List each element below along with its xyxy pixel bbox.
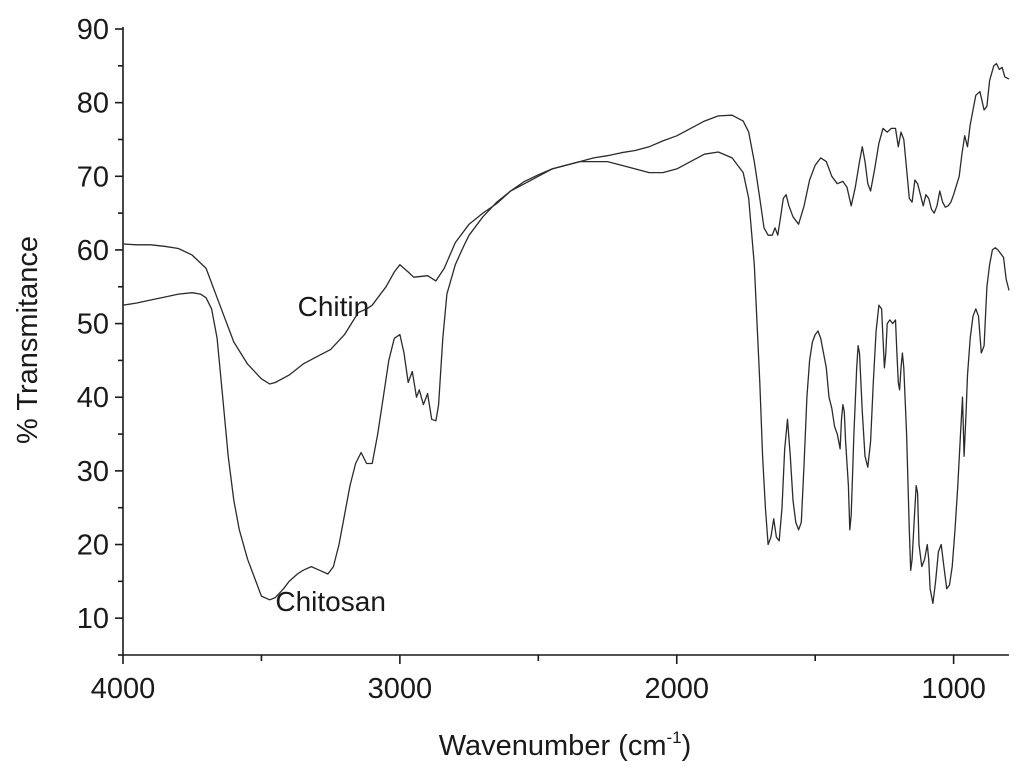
chitin-annotation: Chitin	[298, 291, 370, 322]
y-tick-label: 60	[77, 235, 109, 267]
x-axis-title-superscript: -1	[666, 728, 681, 747]
x-tick-label: 3000	[368, 673, 433, 705]
x-axis-title-close: )	[682, 730, 692, 762]
y-tick-label: 70	[77, 161, 109, 193]
y-tick-label: 40	[77, 382, 109, 414]
x-axis-title: Wavenumber (cm-1)	[439, 728, 692, 762]
y-ticks: 10 20 30 40 50 60 70 80 90	[77, 14, 123, 656]
chitosan-line	[122, 151, 1010, 605]
chitin-line	[122, 62, 1010, 385]
x-tick-label: 1000	[921, 673, 986, 705]
x-tick-label: 4000	[91, 673, 156, 705]
series-group	[122, 62, 1010, 605]
x-tick-label: 2000	[644, 673, 709, 705]
annotations: Chitin Chitosan	[275, 291, 386, 617]
y-tick-label: 30	[77, 456, 109, 488]
y-tick-label: 50	[77, 309, 109, 341]
axes	[122, 27, 1009, 656]
x-ticks: 4000 3000 2000 1000	[91, 655, 986, 705]
x-axis-title-main: Wavenumber (cm	[439, 730, 667, 762]
y-axis-title: % Transmitance	[12, 236, 44, 444]
y-tick-label: 90	[77, 14, 109, 46]
chitosan-annotation: Chitosan	[275, 586, 386, 617]
y-tick-label: 20	[77, 530, 109, 562]
y-tick-label: 80	[77, 88, 109, 120]
y-tick-label: 10	[77, 603, 109, 635]
